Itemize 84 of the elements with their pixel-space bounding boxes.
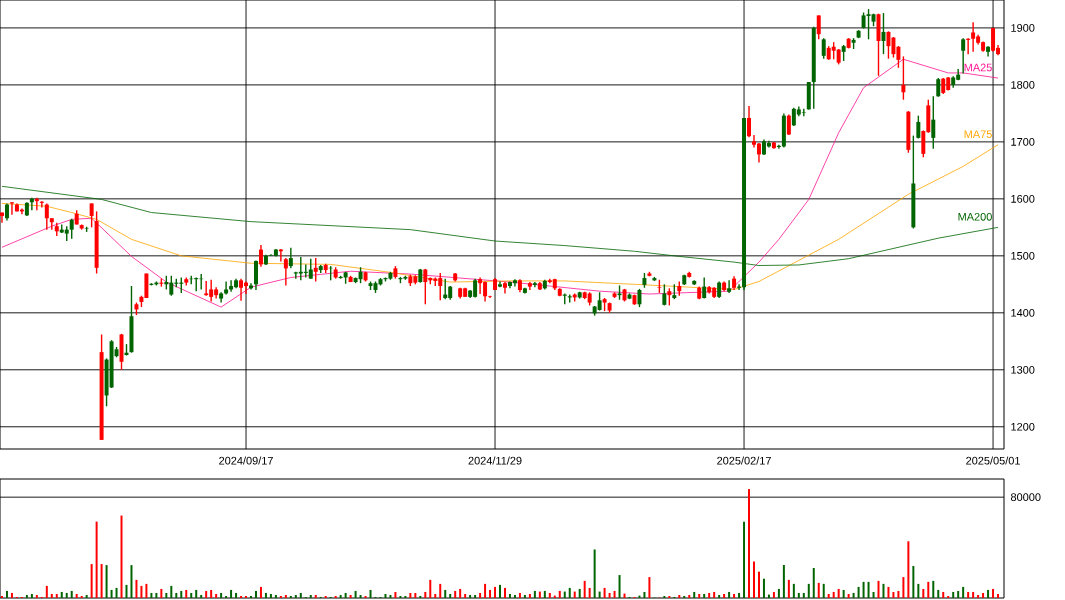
candlestick xyxy=(747,105,752,139)
bar xyxy=(837,588,840,598)
candlestick xyxy=(756,142,761,164)
bar xyxy=(200,594,203,598)
y-tick-label: 1500 xyxy=(1011,251,1035,260)
x-tick-label: 2025/05/01 xyxy=(966,456,1020,465)
bar xyxy=(523,594,526,598)
candlestick xyxy=(936,77,941,98)
y-tick-label: 1900 xyxy=(1011,24,1035,32)
line-series xyxy=(1,144,999,290)
bar xyxy=(573,591,576,598)
bar xyxy=(558,590,561,598)
candlestick xyxy=(239,277,244,302)
candlestick xyxy=(801,108,806,117)
candlestick xyxy=(44,202,49,231)
candlestick xyxy=(881,12,886,55)
bar xyxy=(568,587,571,598)
bar xyxy=(210,589,213,598)
candlestick xyxy=(727,279,732,294)
candlestick xyxy=(253,259,258,291)
bar xyxy=(469,594,472,598)
candlestick xyxy=(478,276,483,295)
bar xyxy=(518,592,521,598)
x-tick-label: 2025/02/17 xyxy=(717,456,771,465)
bar xyxy=(882,583,885,598)
bar xyxy=(787,579,790,598)
candlestick xyxy=(512,278,517,288)
candlestick xyxy=(931,95,936,150)
bar xyxy=(842,589,845,598)
bar xyxy=(887,586,890,598)
candlestick xyxy=(224,280,229,296)
candlestick xyxy=(702,276,707,300)
candlestick xyxy=(821,37,826,60)
candlestick xyxy=(901,55,906,101)
bar xyxy=(474,594,477,598)
candlestick xyxy=(313,257,318,283)
candlestick xyxy=(637,288,642,308)
bar xyxy=(802,592,805,598)
bar xyxy=(155,592,158,598)
series-label: MA200 xyxy=(958,212,992,221)
x-tick-label: 2024/09/17 xyxy=(219,456,273,465)
y-tick-label: 1200 xyxy=(1011,422,1035,431)
bar xyxy=(240,595,243,598)
candlestick xyxy=(308,257,313,280)
series-label: MA25 xyxy=(964,63,992,72)
bar xyxy=(832,591,835,598)
bar xyxy=(827,593,830,598)
bar xyxy=(563,591,566,598)
candlestick xyxy=(816,14,821,41)
bar xyxy=(797,592,800,598)
bar xyxy=(205,590,208,598)
y-tick-label: 80000 xyxy=(1010,493,1041,502)
bar xyxy=(782,564,785,598)
candlestick xyxy=(283,257,288,287)
bar xyxy=(299,592,302,598)
bar xyxy=(245,595,248,598)
bar xyxy=(513,594,516,598)
bar xyxy=(215,593,218,598)
candlestick xyxy=(69,218,74,240)
candlestick xyxy=(288,247,293,270)
bar xyxy=(294,594,297,598)
bar xyxy=(792,583,795,598)
bar xyxy=(259,586,262,598)
bar xyxy=(254,590,257,598)
candlestick xyxy=(204,280,209,297)
bar xyxy=(250,595,252,598)
line-series xyxy=(1,58,999,308)
series-label: MA75 xyxy=(964,130,992,139)
x-tick-label: 2024/11/29 xyxy=(468,456,522,465)
y-tick-label: 1400 xyxy=(1011,308,1035,317)
candlestick xyxy=(886,30,891,60)
y-tick-label: 1800 xyxy=(1011,81,1035,89)
candlestick xyxy=(597,291,602,312)
candlestick xyxy=(961,37,966,75)
candlestick xyxy=(89,202,94,229)
candlestick xyxy=(258,244,263,268)
y-tick-label: 1600 xyxy=(1011,194,1035,203)
candlestick xyxy=(423,268,428,305)
candlestick xyxy=(971,21,976,53)
y-tick-label: 1700 xyxy=(1011,138,1035,146)
bar xyxy=(528,593,531,598)
candlestick xyxy=(786,113,791,136)
bar xyxy=(479,592,482,598)
y-tick-label: 1300 xyxy=(1011,365,1035,374)
